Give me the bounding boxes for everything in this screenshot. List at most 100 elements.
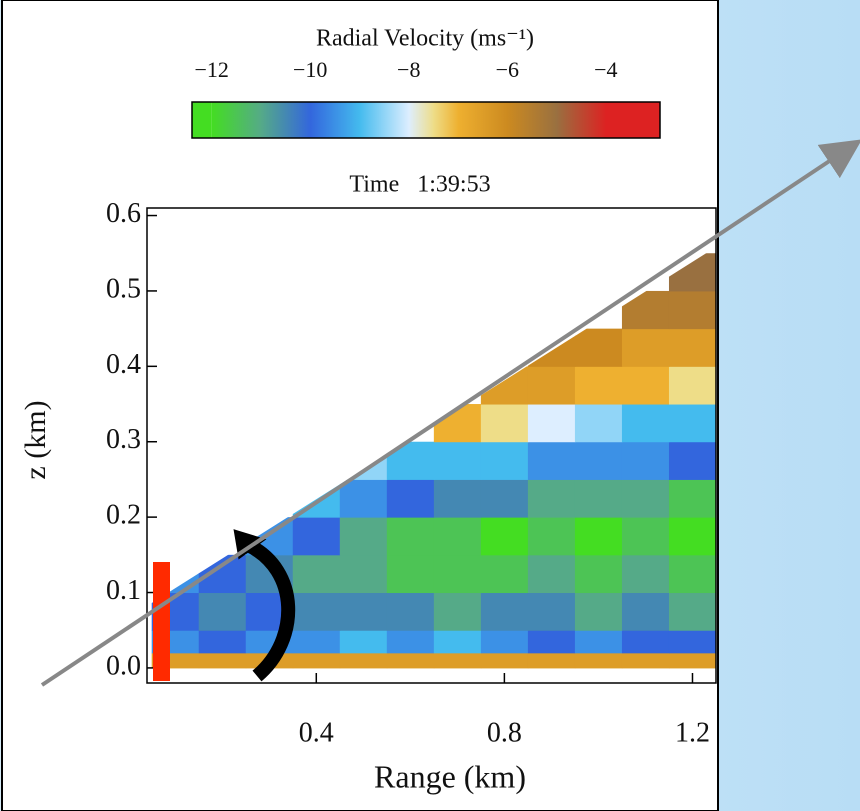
heatmap-cell	[292, 652, 341, 669]
heatmap-cell	[621, 630, 670, 654]
colorbar-label: Radial Velocity (ms⁻¹)	[316, 26, 534, 52]
heatmap-cell	[668, 441, 716, 480]
heatmap-cell	[339, 517, 388, 556]
heatmap-cell	[480, 630, 529, 654]
heatmap-cell	[480, 554, 529, 594]
heatmap-cell	[386, 517, 435, 556]
heatmap-cell	[668, 652, 716, 669]
colorbar-tick-label: −6	[496, 57, 519, 82]
heatmap-cell	[433, 554, 482, 594]
heatmap-cell	[668, 517, 716, 556]
heatmap-cell	[339, 554, 388, 594]
colorbar-segment	[359, 102, 410, 138]
y-tick-label: 0.6	[106, 198, 141, 229]
colorbar-tick-label: −8	[397, 57, 420, 82]
tower-marker	[153, 562, 170, 681]
colorbar-segment	[458, 102, 508, 138]
heatmap-cell	[292, 592, 341, 631]
y-axis-label: z (km)	[19, 400, 52, 479]
heatmap-cell	[292, 554, 341, 594]
heatmap-cell	[574, 404, 623, 443]
heatmap-cell	[621, 404, 670, 443]
heatmap-cell	[339, 592, 388, 631]
heatmap-cell	[527, 652, 576, 669]
heatmap-cell	[527, 479, 576, 518]
heatmap-cell	[621, 592, 670, 631]
heatmap-cell	[574, 630, 623, 654]
heatmap-cell	[574, 592, 623, 631]
rotation-arrow	[244, 538, 296, 682]
colorbar-tick-label: −4	[594, 57, 617, 82]
colorbar-segment	[260, 102, 311, 138]
plot-frame	[146, 207, 717, 684]
colorbar-tick-label: −10	[293, 57, 327, 82]
heatmap-cell	[433, 630, 482, 654]
colorbar-segment	[605, 102, 660, 138]
heatmap-cell	[527, 592, 576, 631]
y-tick-label: 0.5	[106, 273, 141, 304]
heatmap-cell	[668, 366, 716, 405]
heatmap-cell	[621, 366, 670, 405]
heatmap-cell	[621, 517, 670, 556]
colorbar-segment	[556, 102, 607, 138]
heatmap-cell	[480, 404, 529, 443]
heatmap-cell	[668, 328, 716, 367]
heatmap-cell	[668, 554, 716, 594]
heatmap-cell	[480, 652, 529, 669]
heatmap-cell	[480, 479, 529, 518]
heatmap-cell	[480, 592, 529, 631]
heatmap-cell	[339, 630, 388, 654]
heatmap-cell	[386, 479, 435, 518]
heatmap-cell	[433, 479, 482, 518]
heatmap-cell	[621, 479, 670, 518]
colorbar-segment	[310, 102, 360, 138]
x-tick-label: 0.8	[487, 717, 522, 748]
heatmap-cell	[292, 517, 341, 556]
heatmap-cell	[527, 630, 576, 654]
x-tick-label: 1.2	[675, 717, 710, 748]
colorbar-frame	[191, 101, 661, 139]
heatmap-cell	[574, 366, 623, 405]
heatmap-cell	[574, 328, 623, 367]
heatmap-cell	[386, 652, 435, 669]
heatmap-cell	[621, 328, 670, 367]
heatmap-cell	[480, 517, 529, 556]
heatmap-cell	[386, 592, 435, 631]
colorbar-segment	[192, 102, 212, 138]
colorbar-segment	[408, 102, 434, 138]
heatmap-cell	[433, 441, 482, 480]
heatmap-cell	[668, 404, 716, 443]
colorbar-tick-label: −12	[194, 57, 228, 82]
heatmap-cell	[527, 441, 576, 480]
heatmap-cell	[292, 630, 341, 654]
heatmap-cell	[339, 652, 388, 669]
colorbar-segment	[507, 102, 558, 138]
heatmap-cell	[574, 652, 623, 669]
heatmap-cell	[621, 554, 670, 594]
y-tick-label: 0.2	[106, 500, 141, 531]
beam-line	[40, 139, 860, 687]
y-tick-label: 0.3	[106, 424, 141, 455]
heatmap-cell	[527, 404, 576, 443]
y-tick-label: 0.4	[106, 349, 141, 380]
heatmap-cell	[433, 517, 482, 556]
heatmap-cell	[198, 592, 247, 631]
heatmap-cell	[433, 592, 482, 631]
colorbar-segment	[433, 102, 459, 138]
heatmap-cell	[386, 554, 435, 594]
heatmap-cell	[480, 441, 529, 480]
heatmap-cell	[339, 479, 388, 518]
heatmap-cell	[668, 479, 716, 518]
x-tick-label: 0.4	[299, 717, 334, 748]
heatmap-cell	[527, 554, 576, 594]
heatmap-cell	[527, 517, 576, 556]
heatmap-cell	[574, 441, 623, 480]
heatmap-cell	[574, 479, 623, 518]
y-tick-label: 0.1	[106, 575, 141, 606]
heatmap-cell	[668, 290, 716, 330]
chart-title: Time 1:39:53	[349, 172, 490, 198]
x-axis-label: Range (km)	[374, 758, 526, 794]
heatmap-cell	[433, 652, 482, 669]
